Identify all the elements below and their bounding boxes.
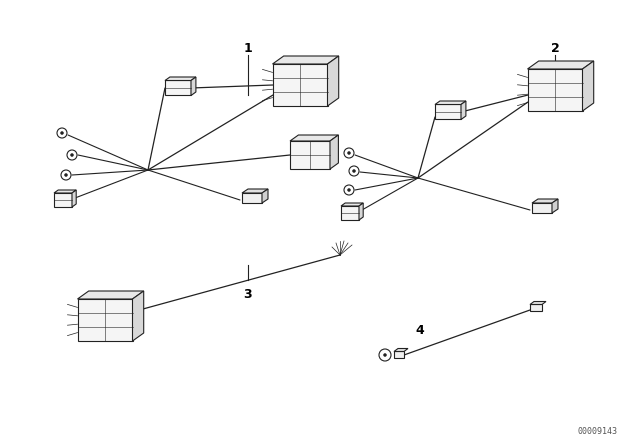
Polygon shape [530,305,542,311]
Polygon shape [165,81,191,95]
Circle shape [383,353,387,357]
Polygon shape [191,77,196,95]
Polygon shape [165,77,196,81]
Polygon shape [328,56,339,106]
Polygon shape [527,61,594,69]
Polygon shape [532,199,558,203]
Polygon shape [72,190,76,207]
Polygon shape [242,189,268,193]
Polygon shape [54,193,72,207]
Polygon shape [341,206,359,220]
Polygon shape [582,61,594,111]
Polygon shape [359,203,364,220]
Polygon shape [77,299,132,341]
Polygon shape [290,141,330,169]
Polygon shape [341,203,364,206]
Polygon shape [330,135,339,169]
Polygon shape [552,199,558,213]
Polygon shape [242,193,262,203]
Text: 3: 3 [244,289,252,302]
Circle shape [61,132,63,134]
Polygon shape [290,135,339,141]
Polygon shape [132,291,144,341]
Polygon shape [394,349,408,352]
Polygon shape [77,291,144,299]
Polygon shape [461,101,466,120]
Polygon shape [532,203,552,213]
Polygon shape [394,352,404,358]
Polygon shape [54,190,76,193]
Polygon shape [435,101,466,104]
Circle shape [70,154,74,156]
Text: 2: 2 [550,42,559,55]
Polygon shape [262,189,268,203]
Text: 4: 4 [415,323,424,336]
Text: 1: 1 [244,42,252,55]
Polygon shape [273,64,328,106]
Polygon shape [530,302,546,305]
Circle shape [65,173,67,177]
Circle shape [348,151,351,155]
Polygon shape [527,69,582,111]
Text: 00009143: 00009143 [578,427,618,436]
Circle shape [353,169,355,172]
Polygon shape [435,104,461,120]
Circle shape [348,189,351,191]
Polygon shape [273,56,339,64]
